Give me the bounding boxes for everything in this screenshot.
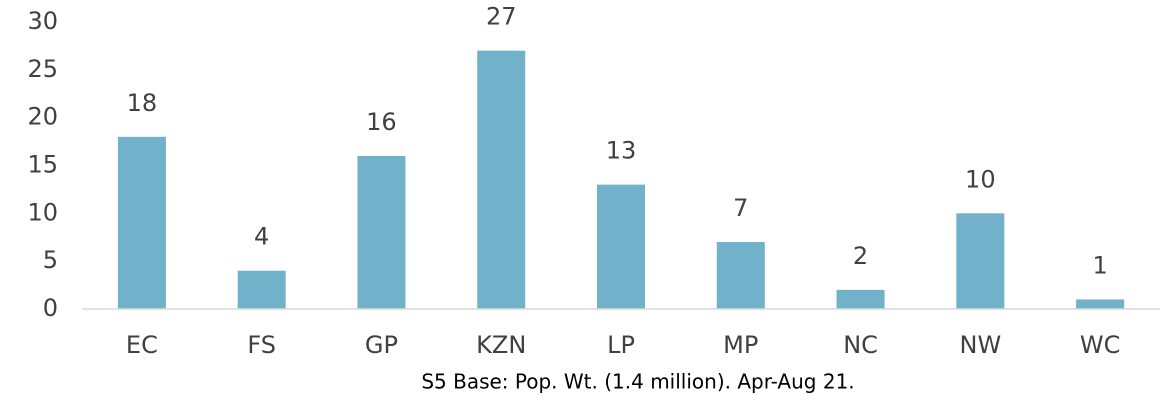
value-label: 18: [127, 89, 158, 117]
value-label: 13: [606, 137, 637, 165]
x-tick-label: EC: [126, 331, 158, 359]
bar: [477, 50, 526, 309]
x-tick-label: GP: [365, 331, 398, 359]
value-label: 2: [853, 242, 868, 270]
x-tick-label: NW: [959, 331, 1001, 359]
bar: [836, 289, 885, 309]
x-tick-label: MP: [723, 331, 758, 359]
value-label: 10: [965, 165, 996, 193]
x-tick-label: KZN: [476, 331, 526, 359]
y-tick-label: 25: [27, 55, 58, 83]
bar: [1076, 299, 1125, 309]
x-axis-label: S5 Base: Pop. Wt. (1.4 million). Apr-Aug…: [421, 370, 854, 394]
x-tick-label: NC: [843, 331, 878, 359]
value-label: 4: [254, 223, 269, 251]
x-tick-label: FS: [247, 331, 276, 359]
value-label: 16: [366, 108, 397, 136]
bar: [237, 270, 286, 309]
bar: [357, 155, 406, 309]
y-tick-label: 5: [43, 246, 58, 274]
bar: [956, 213, 1005, 309]
bar: [597, 184, 645, 309]
value-label: 27: [486, 3, 517, 31]
y-tick-label: 30: [27, 7, 58, 35]
y-tick-label: 20: [27, 103, 58, 131]
y-tick-label: 15: [27, 151, 58, 179]
bar: [117, 136, 166, 309]
value-label: 1: [1092, 251, 1107, 279]
x-tick-label: WC: [1080, 331, 1121, 359]
y-tick-label: 0: [43, 294, 58, 322]
x-tick-label: LP: [607, 331, 635, 359]
value-label: 7: [733, 194, 748, 222]
bar: [716, 242, 765, 309]
y-tick-label: 10: [27, 198, 58, 226]
